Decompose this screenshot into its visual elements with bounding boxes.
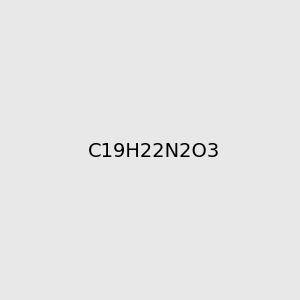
- Text: C19H22N2O3: C19H22N2O3: [88, 142, 220, 161]
